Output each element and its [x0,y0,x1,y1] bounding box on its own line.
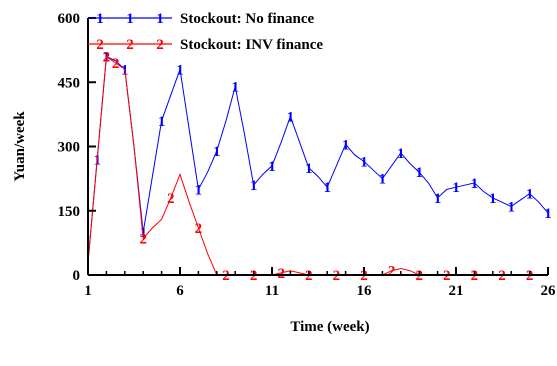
legend-marker: 2 [126,37,134,53]
x-tick-label: 11 [265,283,279,299]
series-1-marker: 1 [360,154,368,170]
series-2-marker: 2 [112,56,120,72]
legend-label-inv-finance: Stockout: INV finance [180,37,323,53]
series-1-marker: 1 [323,180,331,196]
y-tick-label: 150 [58,204,81,220]
series-line-2 [87,55,548,276]
x-axis-title: Time (week) [290,319,369,335]
series-2-marker: 2 [388,264,396,280]
series-2-marker: 2 [195,221,203,237]
series-1-marker: 1 [139,225,147,241]
series-1-marker: 1 [434,191,442,207]
series-2-marker: 2 [167,191,175,207]
series-1-marker: 1 [250,178,258,194]
series-1-marker: 1 [471,176,479,192]
series-1-marker: 1 [287,110,295,126]
legend-item-inv-finance: Stockout: INV finance 2 2 2 [88,37,323,53]
series-1-marker: 1 [268,159,276,175]
series-1-marker: 1 [489,191,497,207]
x-tick-label: 26 [541,283,557,299]
series-layer: 1111111111111111111111111122222222222222… [87,50,552,284]
series-1-marker: 1 [526,187,534,203]
series-1-marker: 1 [176,62,184,78]
series-1-marker: 1 [544,206,552,222]
series-1-marker: 1 [158,114,166,130]
series-1-marker: 1 [305,161,313,177]
series-1-marker: 1 [231,80,239,96]
series-2-marker: 2 [103,50,111,66]
series-2-marker: 2 [139,232,147,248]
series-2-marker: 2 [277,266,285,282]
y-tick-label: 300 [58,140,81,156]
x-tick-label: 6 [176,283,184,299]
legend-item-no-finance: Stockout: No finance 1 1 1 [88,11,315,27]
legend: Stockout: No finance 1 1 1 Stockout: INV f… [88,11,323,53]
series-1-marker: 1 [195,182,203,198]
series-1-marker: 1 [397,146,405,162]
y-tick-label: 0 [73,268,81,284]
series-1-marker: 1 [507,199,515,215]
legend-marker: 2 [96,37,104,53]
legend-marker: 1 [156,11,164,27]
series-1-marker: 1 [342,137,350,153]
legend-marker: 1 [126,11,134,27]
legend-marker: 1 [96,11,104,27]
x-tick-label: 21 [449,283,464,299]
legend-label-no-finance: Stockout: No finance [180,11,315,27]
series-1-marker: 1 [452,180,460,196]
series-1-marker: 1 [415,165,423,181]
legend-marker: 2 [156,37,164,53]
y-axis-title: Yuan/week [12,111,28,182]
y-tick-label: 450 [58,75,81,91]
x-tick-label: 1 [84,283,92,299]
series-1-marker: 1 [213,144,221,160]
series-line-1 [87,55,549,263]
series-1-marker: 1 [379,172,387,188]
y-tick-label: 600 [58,11,81,27]
x-tick-label: 16 [357,283,373,299]
